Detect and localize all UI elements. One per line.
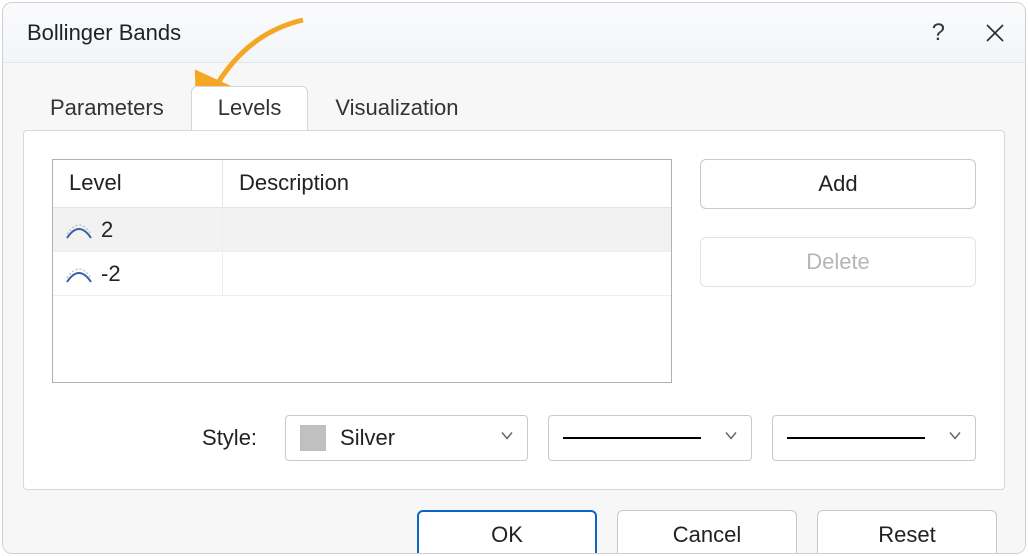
tab-levels[interactable]: Levels xyxy=(191,86,309,131)
reset-button[interactable]: Reset xyxy=(817,510,997,554)
levels-area: Level Description 2 xyxy=(52,159,976,383)
cell-description[interactable] xyxy=(223,208,671,251)
help-button[interactable]: ? xyxy=(932,19,945,47)
line-style-combo[interactable] xyxy=(548,415,752,461)
window-title: Bollinger Bands xyxy=(27,20,181,46)
cell-level[interactable]: 2 xyxy=(53,208,223,251)
titlebar-controls: ? xyxy=(932,3,1005,63)
chevron-down-icon xyxy=(499,428,515,449)
table-row[interactable]: -2 xyxy=(53,252,671,296)
add-button[interactable]: Add xyxy=(700,159,976,209)
tab-parameters[interactable]: Parameters xyxy=(23,86,191,131)
table-header: Level Description xyxy=(53,160,671,208)
table-row[interactable]: 2 xyxy=(53,208,671,252)
dialog-window: Bollinger Bands ? Parameters Levels xyxy=(2,2,1026,554)
dialog-body: Parameters Levels Visualization Level De… xyxy=(3,63,1025,553)
level-value: 2 xyxy=(101,217,113,243)
cancel-button[interactable]: Cancel xyxy=(617,510,797,554)
tab-content: Level Description 2 xyxy=(23,130,1005,490)
ok-button[interactable]: OK xyxy=(417,510,597,554)
level-value: -2 xyxy=(101,261,121,287)
delete-button: Delete xyxy=(700,237,976,287)
col-header-description[interactable]: Description xyxy=(223,160,671,207)
levels-table[interactable]: Level Description 2 xyxy=(52,159,672,383)
side-button-column: Add Delete xyxy=(700,159,976,383)
cell-level[interactable]: -2 xyxy=(53,252,223,295)
chevron-down-icon xyxy=(723,428,739,449)
cell-description[interactable] xyxy=(223,252,671,295)
title-bar: Bollinger Bands ? xyxy=(3,3,1025,63)
close-button[interactable] xyxy=(985,23,1005,43)
tab-visualization[interactable]: Visualization xyxy=(308,86,485,131)
dialog-footer: OK Cancel Reset xyxy=(3,510,1025,554)
line-style-sample-icon xyxy=(563,437,701,439)
color-combo[interactable]: Silver xyxy=(285,415,528,461)
style-row: Style: Silver xyxy=(52,415,976,461)
line-width-combo[interactable] xyxy=(772,415,976,461)
color-swatch-icon xyxy=(300,425,326,451)
tab-strip: Parameters Levels Visualization xyxy=(3,63,1025,130)
chevron-down-icon xyxy=(947,428,963,449)
level-curve-icon xyxy=(65,220,93,240)
color-name: Silver xyxy=(340,425,395,451)
style-label: Style: xyxy=(52,425,265,451)
col-header-level[interactable]: Level xyxy=(53,160,223,207)
level-curve-icon xyxy=(65,264,93,284)
line-width-sample-icon xyxy=(787,437,925,439)
